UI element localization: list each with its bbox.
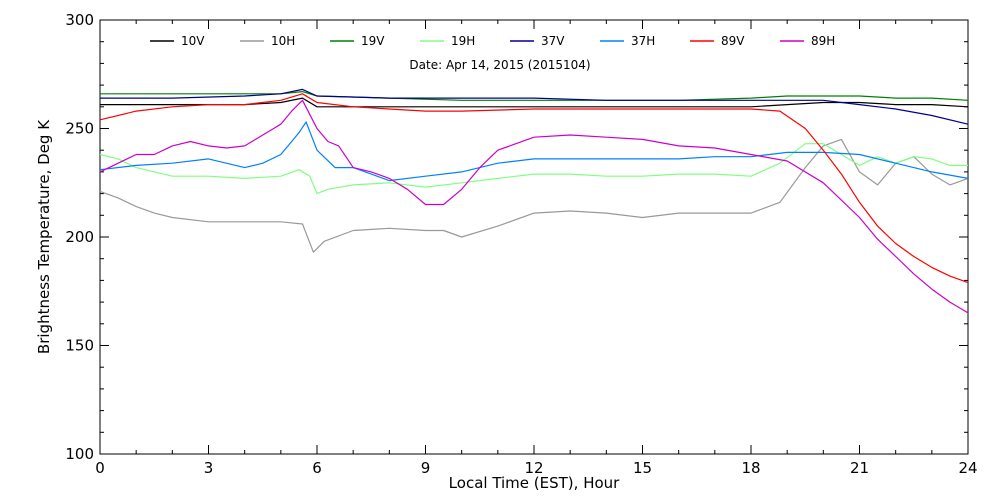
legend-label-37v: 37V: [541, 34, 565, 48]
x-tick-label: 6: [312, 459, 322, 477]
x-tick-label: 21: [850, 459, 869, 477]
legend: 10V 10H 19V 19H 37V 37H 89V 89H: [150, 34, 835, 48]
series-line-37v: [100, 88, 969, 125]
series-line-89v: [99, 93, 969, 284]
series-line-89h: [99, 99, 969, 314]
y-tick-label: 300: [65, 11, 94, 29]
series-line-19h: [99, 143, 968, 195]
legend-label-19h: 19H: [451, 34, 475, 48]
x-tick-label: 3: [204, 459, 214, 477]
legend-label-89h: 89H: [811, 34, 835, 48]
legend-label-10h: 10H: [271, 34, 295, 48]
y-tick-label: 150: [65, 337, 94, 355]
series-lines: [99, 88, 969, 314]
series-line-37h: [99, 121, 969, 182]
date-annotation: Date: Apr 14, 2015 (2015104): [409, 58, 590, 72]
x-tick-label: 12: [524, 459, 543, 477]
plot-frame: [99, 19, 969, 455]
y-tick-label: 200: [65, 228, 94, 246]
series-line-10h: [99, 138, 969, 253]
legend-label-10v: 10V: [181, 34, 205, 48]
x-tick-label: 0: [95, 459, 105, 477]
y-tick-label: 100: [65, 445, 94, 463]
x-tick-label: 15: [633, 459, 652, 477]
x-axis-title: Local Time (EST), Hour: [449, 474, 620, 492]
axis-ticks: 0 3 6 9 12 15 18 21 24 100 150 200 250 300: [65, 11, 977, 477]
legend-label-89v: 89V: [721, 34, 745, 48]
legend-label-19v: 19V: [361, 34, 385, 48]
y-axis-title: Brightness Temperature, Deg K: [35, 119, 53, 354]
x-tick-label: 9: [421, 459, 431, 477]
x-tick-label: 18: [741, 459, 760, 477]
y-tick-label: 250: [65, 120, 94, 138]
x-tick-label: 24: [958, 459, 977, 477]
legend-label-37h: 37H: [631, 34, 655, 48]
